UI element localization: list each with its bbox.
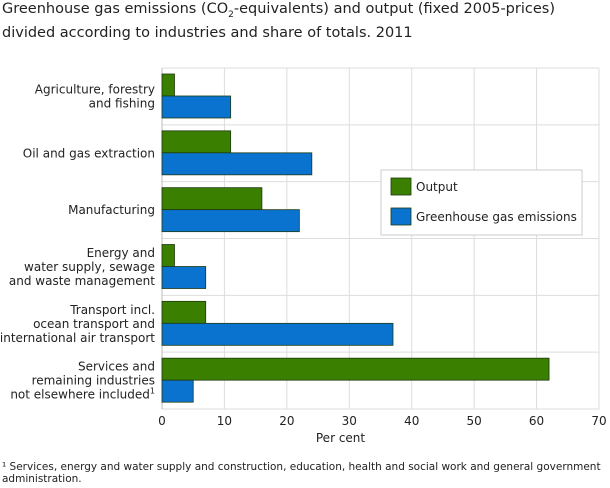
x-tick-label: 40 [404, 414, 419, 428]
x-tick-label: 50 [467, 414, 482, 428]
bar-emissions [161, 152, 313, 176]
x-axis-label: Per cent [316, 431, 366, 445]
category-label: Energy and water supply, sewage and waste … [9, 246, 155, 288]
bar-emissions [161, 209, 300, 233]
category-label: Manufacturing [68, 203, 155, 217]
x-tick-label: 70 [591, 414, 606, 428]
footnote: ¹ Services, energy and water supply and … [2, 461, 601, 485]
bar-output [161, 300, 207, 324]
legend-swatch [390, 177, 412, 196]
x-tick-label: 30 [342, 414, 357, 428]
legend-box [380, 169, 583, 236]
x-tick-label: 10 [217, 414, 232, 428]
bar-chart: 0 10 20 30 40 50 60 70 Agriculture, forestry and … [0, 67, 607, 445]
bar-output [161, 244, 175, 267]
x-tick-label: 60 [529, 414, 544, 428]
category-label: Oil and gas extraction [23, 146, 155, 160]
bar-emissions [161, 266, 207, 289]
category-label: Services and remaining industries not else… [10, 360, 155, 402]
x-tick-label: 0 [158, 414, 166, 428]
bar-output [161, 130, 232, 154]
bar-output [161, 357, 550, 381]
bar-output [161, 187, 263, 211]
category-label: Transport incl. ocean transport and intern… [0, 303, 155, 345]
bar-output [161, 73, 175, 97]
x-tick-label: 20 [279, 414, 294, 428]
legend-label: Output [416, 180, 458, 194]
bar-emissions [161, 95, 232, 119]
bar-emissions [161, 379, 194, 403]
legend-swatch [390, 207, 412, 226]
chart-title: Greenhouse gas emissions (CO2-equivalent… [2, 1, 555, 41]
category-label: Agriculture, forestry and fishing [35, 82, 155, 110]
legend-label: Greenhouse gas emissions [416, 210, 577, 224]
bar-emissions [161, 322, 394, 346]
